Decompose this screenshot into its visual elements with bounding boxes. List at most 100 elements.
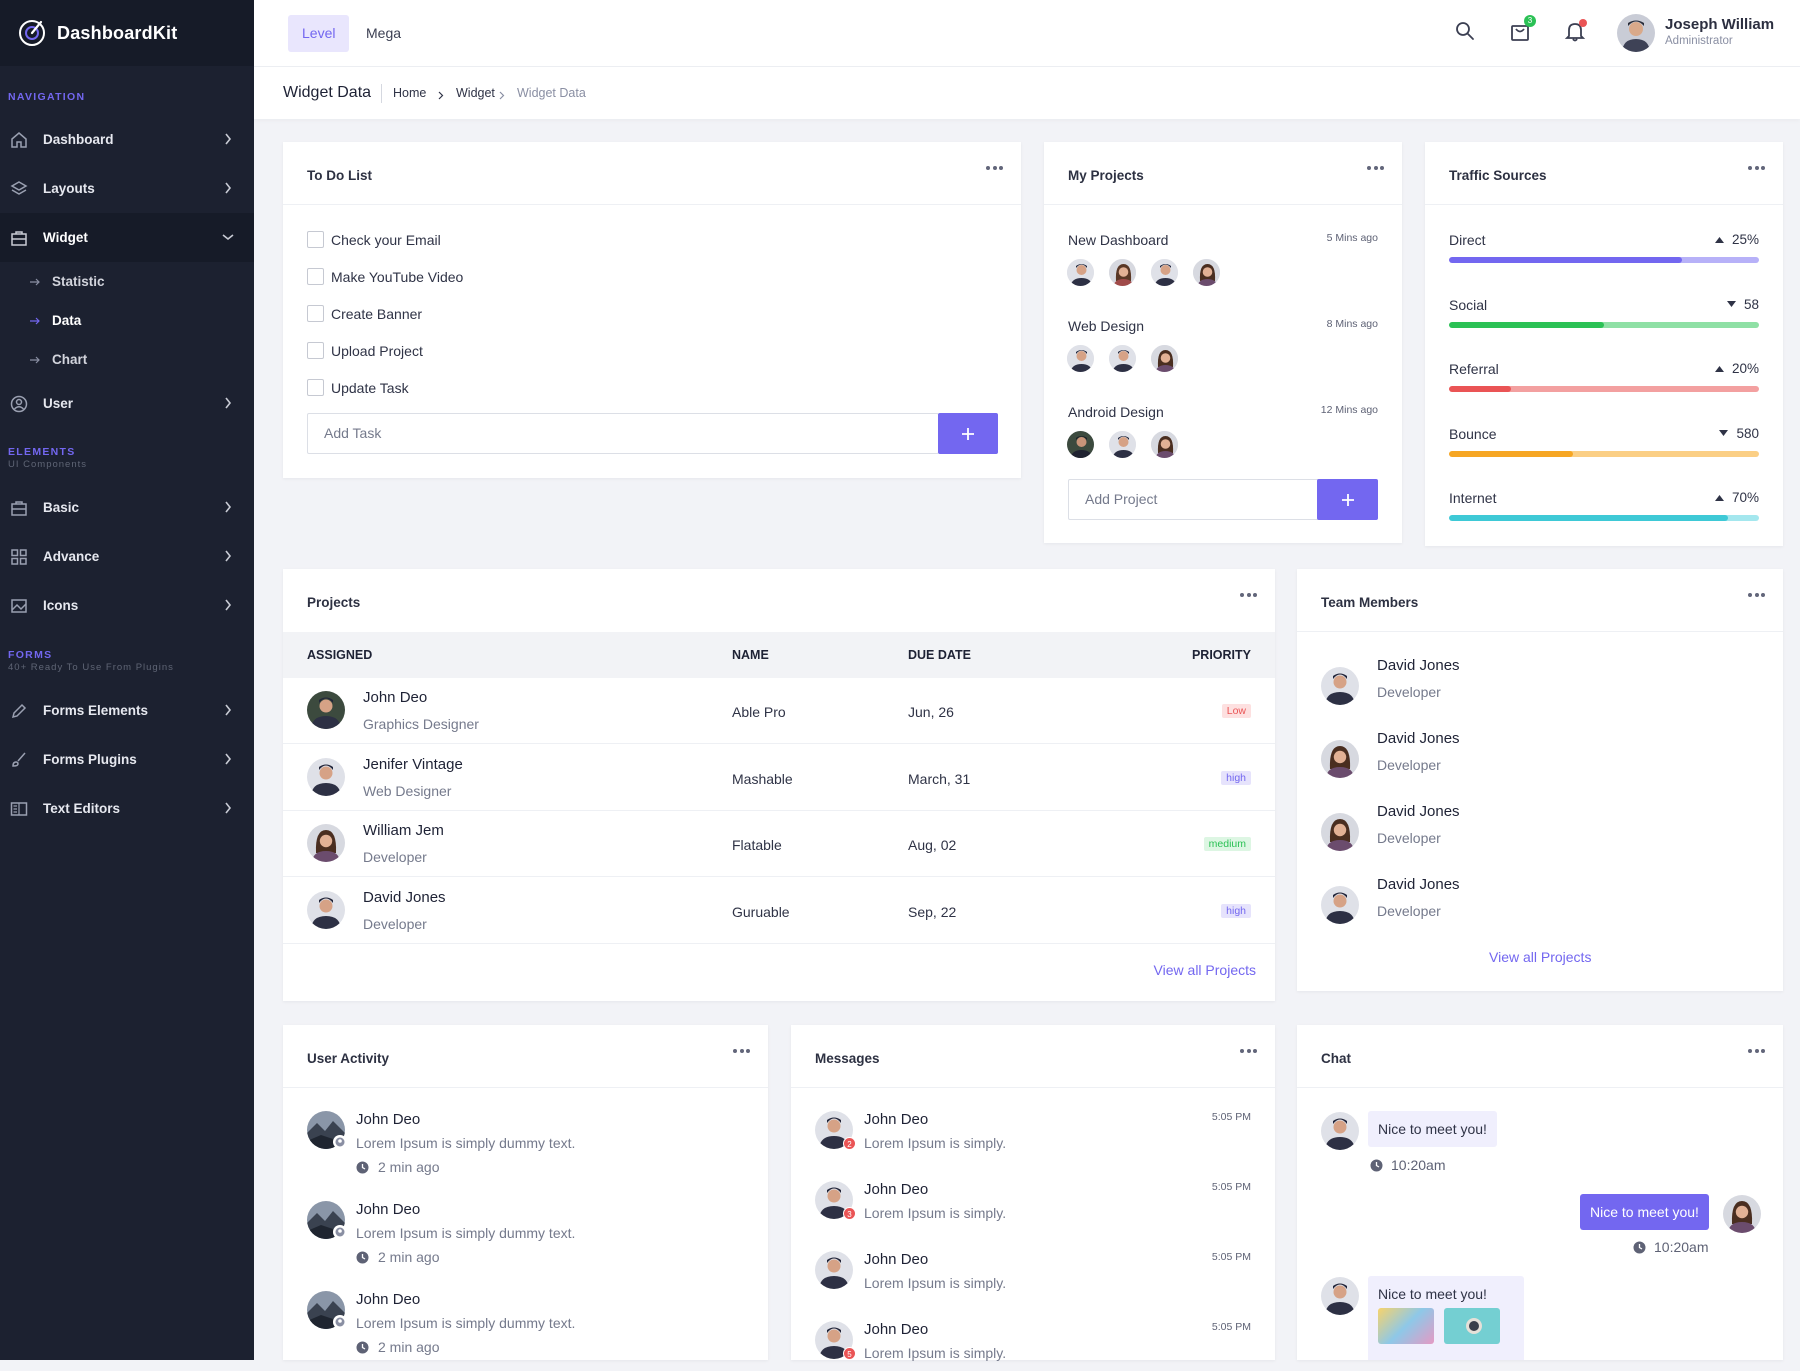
message-item[interactable]: 5 John Deo Lorem Ipsum is simply. 5:05 PM [815, 1321, 1251, 1371]
checkbox[interactable] [307, 379, 324, 396]
project-name[interactable]: New Dashboard [1068, 232, 1169, 248]
avatar[interactable] [815, 1321, 853, 1359]
team-member[interactable]: David Jones Developer [1321, 876, 1621, 936]
avatar[interactable] [1108, 258, 1137, 287]
search-icon[interactable] [1454, 20, 1476, 42]
sidebar-item-basic[interactable]: Basic [0, 483, 254, 532]
avatar[interactable] [307, 691, 345, 729]
todo-item[interactable]: Upload Project [307, 342, 423, 359]
table-row[interactable]: John Deo Graphics Designer Able Pro Jun, 26… [283, 678, 1275, 744]
avatar[interactable] [1066, 258, 1095, 287]
avatar[interactable] [1150, 344, 1179, 373]
sidebar-item-forms-plugins[interactable]: Forms Plugins [0, 735, 254, 784]
add-task-button[interactable] [938, 413, 998, 454]
team-member[interactable]: David Jones Developer [1321, 657, 1621, 717]
sidebar-item-text-editors[interactable]: Text Editors [0, 784, 254, 833]
team-member[interactable]: David Jones Developer [1321, 803, 1621, 863]
avatar[interactable] [307, 757, 345, 796]
avatar[interactable] [1321, 667, 1359, 705]
avatar[interactable] [1321, 1277, 1359, 1315]
sidebar-subitem-data[interactable]: Data [0, 301, 254, 340]
avatar[interactable] [1150, 430, 1179, 459]
checkbox[interactable] [307, 342, 324, 359]
checkbox[interactable] [307, 268, 324, 285]
avatar[interactable] [1066, 430, 1095, 459]
column-header[interactable]: ASSIGNED [307, 648, 373, 662]
more-icon[interactable] [1240, 593, 1257, 597]
sidebar-item-label: Forms Plugins [43, 752, 137, 767]
checkbox[interactable] [307, 231, 324, 248]
sidebar-item-user[interactable]: User [0, 379, 254, 428]
more-icon[interactable] [986, 166, 1003, 170]
image-thumbnail[interactable] [1378, 1308, 1434, 1344]
todo-item[interactable]: Update Task [307, 379, 409, 396]
add-project-input[interactable]: Add Project [1068, 479, 1320, 520]
avatar[interactable] [1321, 813, 1359, 851]
cart-badge: 3 [1524, 15, 1536, 27]
avatar[interactable] [1108, 430, 1137, 459]
shopping-bag-icon[interactable]: 3 [1509, 15, 1536, 42]
sidebar-subitem-chart[interactable]: Chart [0, 340, 254, 379]
view-all-projects-link[interactable]: View all Projects [1153, 962, 1256, 978]
sidebar-item-icons[interactable]: Icons [0, 581, 254, 630]
bell-icon[interactable] [1564, 19, 1587, 42]
more-icon[interactable] [733, 1049, 750, 1053]
avatar[interactable] [815, 1251, 853, 1289]
avatar[interactable] [1723, 1195, 1761, 1233]
briefcase-icon [9, 499, 29, 517]
team-member[interactable]: David Jones Developer [1321, 730, 1621, 790]
todo-item[interactable]: Create Banner [307, 305, 422, 322]
breadcrumb-home[interactable]: Home [393, 86, 427, 100]
avatar[interactable] [1321, 740, 1359, 778]
due-date: March, 31 [908, 770, 971, 787]
column-header[interactable]: NAME [732, 648, 769, 662]
column-header[interactable]: PRIORITY [1191, 648, 1251, 662]
message-item[interactable]: 2 John Deo Lorem Ipsum is simply. 5:05 PM [815, 1111, 1251, 1161]
traffic-value-text: 70% [1731, 490, 1759, 505]
traffic-value-text: 20% [1731, 361, 1759, 376]
tab-level[interactable]: Level [288, 15, 350, 52]
project-name[interactable]: Android Design [1068, 404, 1164, 420]
table-row[interactable]: David Jones Developer Guruable Sep, 22 high [283, 878, 1275, 944]
avatar[interactable] [815, 1181, 853, 1219]
avatar[interactable] [307, 824, 345, 862]
message-item[interactable]: 3 John Deo Lorem Ipsum is simply. 5:05 PM [815, 1181, 1251, 1231]
avatar[interactable] [1321, 1112, 1359, 1150]
sidebar-item-widget[interactable]: Widget [0, 213, 254, 262]
table-row[interactable]: William Jem Developer Flatable Aug, 02 mediu… [283, 811, 1275, 877]
more-icon[interactable] [1748, 166, 1765, 170]
user-name[interactable]: Joseph William [1665, 16, 1775, 33]
more-icon[interactable] [1748, 593, 1765, 597]
add-project-button[interactable] [1317, 479, 1378, 520]
avatar[interactable] [1066, 344, 1095, 373]
view-all-projects-link[interactable]: View all Projects [1489, 949, 1592, 965]
image-thumbnail[interactable] [1444, 1308, 1500, 1344]
sidebar-item-advance[interactable]: Advance [0, 532, 254, 581]
tab-mega[interactable]: Mega [366, 25, 402, 41]
more-icon[interactable] [1367, 166, 1384, 170]
column-header[interactable]: DUE DATE [908, 648, 971, 662]
sidebar-subitem-statistic[interactable]: Statistic [0, 262, 254, 301]
project-name[interactable]: Web Design [1068, 318, 1145, 334]
avatar[interactable] [1617, 14, 1655, 52]
breadcrumb-widget[interactable]: Widget [456, 86, 495, 100]
avatar[interactable] [307, 890, 345, 929]
caret-up-icon [1714, 236, 1724, 243]
brand[interactable]: DashboardKit [0, 0, 254, 66]
message-item[interactable]: John Deo Lorem Ipsum is simply. 5:05 PM [815, 1251, 1251, 1301]
card-title: To Do List [307, 168, 372, 183]
table-row[interactable]: Jenifer Vintage Web Designer Mashable March… [283, 745, 1275, 811]
todo-item[interactable]: Check your Email [307, 231, 441, 248]
avatar[interactable] [1150, 258, 1179, 287]
sidebar-item-dashboard[interactable]: Dashboard [0, 115, 254, 164]
add-task-input[interactable]: Add Task [307, 413, 939, 454]
checkbox[interactable] [307, 305, 324, 322]
more-icon[interactable] [1748, 1049, 1765, 1053]
more-icon[interactable] [1240, 1049, 1257, 1053]
avatar[interactable] [1192, 258, 1221, 287]
todo-item[interactable]: Make YouTube Video [307, 268, 463, 285]
avatar[interactable] [1321, 886, 1359, 924]
avatar[interactable] [1108, 344, 1137, 373]
sidebar-item-layouts[interactable]: Layouts [0, 164, 254, 213]
sidebar-item-forms-elements[interactable]: Forms Elements [0, 686, 254, 735]
